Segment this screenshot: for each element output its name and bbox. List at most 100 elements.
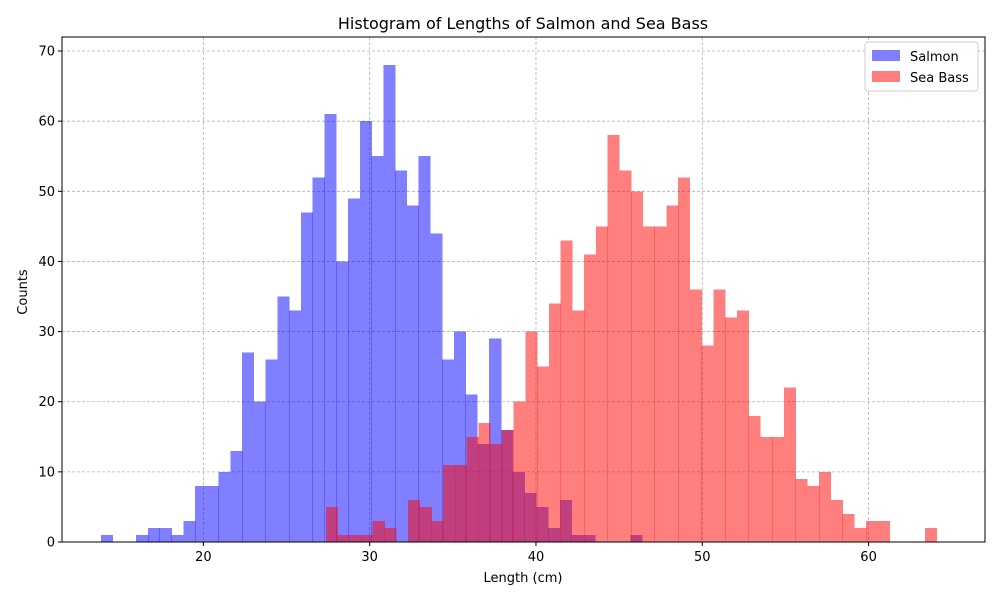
bar-sea-bass bbox=[595, 226, 608, 542]
bar-salmon bbox=[195, 485, 208, 542]
bar-sea-bass bbox=[748, 415, 761, 542]
bar-salmon bbox=[430, 233, 443, 542]
bar-sea-bass bbox=[443, 464, 456, 542]
bar-sea-bass bbox=[772, 436, 785, 542]
bar-salmon bbox=[300, 212, 314, 542]
bar-salmon bbox=[242, 352, 255, 542]
bar-sea-bass bbox=[431, 520, 444, 542]
bar-sea-bass bbox=[372, 520, 385, 542]
bar-salmon bbox=[277, 296, 290, 542]
y-tick-label: 20 bbox=[38, 395, 55, 410]
bar-sea-bass bbox=[325, 506, 338, 542]
y-tick-label: 40 bbox=[38, 255, 55, 270]
bar-sea-bass bbox=[877, 520, 890, 542]
y-tick-label: 70 bbox=[38, 45, 55, 60]
bar-sea-bass bbox=[501, 429, 515, 542]
bar-sea-bass bbox=[807, 485, 820, 542]
bar-sea-bass bbox=[736, 310, 749, 542]
bar-sea-bass bbox=[725, 317, 738, 542]
bar-sea-bass bbox=[478, 422, 491, 542]
bar-salmon bbox=[418, 156, 431, 542]
plot-frame bbox=[61, 36, 986, 543]
y-axis-label: Counts bbox=[16, 269, 31, 315]
bar-sea-bass bbox=[783, 387, 796, 542]
histogram-bars bbox=[100, 65, 937, 543]
series-sea-bass bbox=[325, 135, 937, 543]
bar-sea-bass bbox=[419, 506, 432, 542]
bar-sea-bass bbox=[537, 366, 550, 542]
series-salmon bbox=[100, 65, 643, 543]
bar-salmon bbox=[371, 156, 384, 542]
bar-sea-bass bbox=[584, 254, 597, 543]
bar-salmon bbox=[348, 198, 361, 542]
legend-label-salmon: Salmon bbox=[910, 50, 959, 65]
bar-sea-bass bbox=[713, 289, 726, 542]
bar-sea-bass bbox=[490, 443, 503, 542]
bar-salmon bbox=[218, 471, 231, 542]
bar-salmon bbox=[147, 527, 161, 542]
bar-sea-bass bbox=[666, 205, 679, 543]
bar-salmon bbox=[230, 450, 243, 542]
x-tick-label: 50 bbox=[694, 550, 711, 565]
bar-sea-bass bbox=[619, 170, 632, 542]
bar-sea-bass bbox=[642, 226, 655, 542]
bar-sea-bass bbox=[830, 499, 843, 542]
bar-salmon bbox=[289, 310, 302, 542]
bar-sea-bass bbox=[854, 527, 867, 542]
y-tick-label: 50 bbox=[38, 185, 55, 200]
bar-sea-bass bbox=[607, 135, 620, 542]
bar-sea-bass bbox=[701, 345, 714, 542]
bar-sea-bass bbox=[407, 499, 421, 542]
bar-sea-bass bbox=[654, 226, 667, 542]
bar-salmon bbox=[265, 359, 278, 542]
legend-swatch-salmon bbox=[872, 50, 900, 61]
bar-sea-bass bbox=[466, 436, 479, 542]
x-tick-label: 20 bbox=[195, 550, 212, 565]
legend: Salmon Sea Bass bbox=[864, 41, 979, 92]
legend-label-sea-bass: Sea Bass bbox=[910, 71, 969, 86]
bar-sea-bass bbox=[525, 331, 538, 542]
bar-salmon bbox=[159, 527, 172, 542]
x-tick-label: 30 bbox=[361, 550, 378, 565]
axis-ticks: 20 30 40 50 60 0 10 20 30 40 50 60 70 bbox=[38, 45, 876, 565]
bar-salmon bbox=[136, 534, 149, 542]
chart-title: Histogram of Lengths of Salmon and Sea B… bbox=[338, 14, 708, 33]
bar-sea-bass bbox=[560, 240, 573, 542]
x-tick-label: 60 bbox=[860, 550, 877, 565]
bar-sea-bass bbox=[924, 527, 937, 542]
bar-sea-bass bbox=[795, 478, 808, 542]
bar-sea-bass bbox=[760, 436, 773, 542]
bar-salmon bbox=[336, 261, 349, 542]
bar-salmon bbox=[324, 114, 337, 543]
bar-sea-bass bbox=[349, 534, 362, 542]
bar-salmon bbox=[383, 65, 396, 543]
bar-sea-bass bbox=[513, 401, 526, 542]
y-tick-label: 10 bbox=[38, 465, 55, 480]
bar-salmon bbox=[100, 534, 113, 542]
bar-sea-bass bbox=[454, 464, 468, 542]
x-tick-label: 40 bbox=[528, 550, 545, 565]
bar-salmon bbox=[312, 177, 325, 542]
legend-swatch-sea-bass bbox=[872, 71, 900, 82]
bar-sea-bass bbox=[337, 534, 350, 542]
bar-salmon bbox=[359, 121, 372, 543]
bar-sea-bass bbox=[384, 527, 397, 542]
bar-sea-bass bbox=[361, 534, 374, 542]
y-tick-label: 0 bbox=[47, 536, 55, 551]
bar-salmon bbox=[183, 520, 196, 542]
y-tick-label: 60 bbox=[38, 115, 55, 130]
bar-salmon bbox=[253, 401, 266, 542]
bar-sea-bass bbox=[678, 177, 691, 542]
bar-sea-bass bbox=[572, 310, 585, 542]
bar-sea-bass bbox=[631, 191, 644, 543]
bar-sea-bass bbox=[842, 513, 855, 542]
bar-salmon bbox=[171, 534, 184, 542]
bar-salmon bbox=[206, 485, 219, 542]
bar-sea-bass bbox=[866, 520, 879, 542]
bar-salmon bbox=[406, 205, 419, 543]
bar-sea-bass bbox=[689, 289, 702, 542]
bar-sea-bass bbox=[819, 471, 832, 542]
y-tick-label: 30 bbox=[38, 325, 55, 340]
bar-sea-bass bbox=[548, 303, 561, 542]
